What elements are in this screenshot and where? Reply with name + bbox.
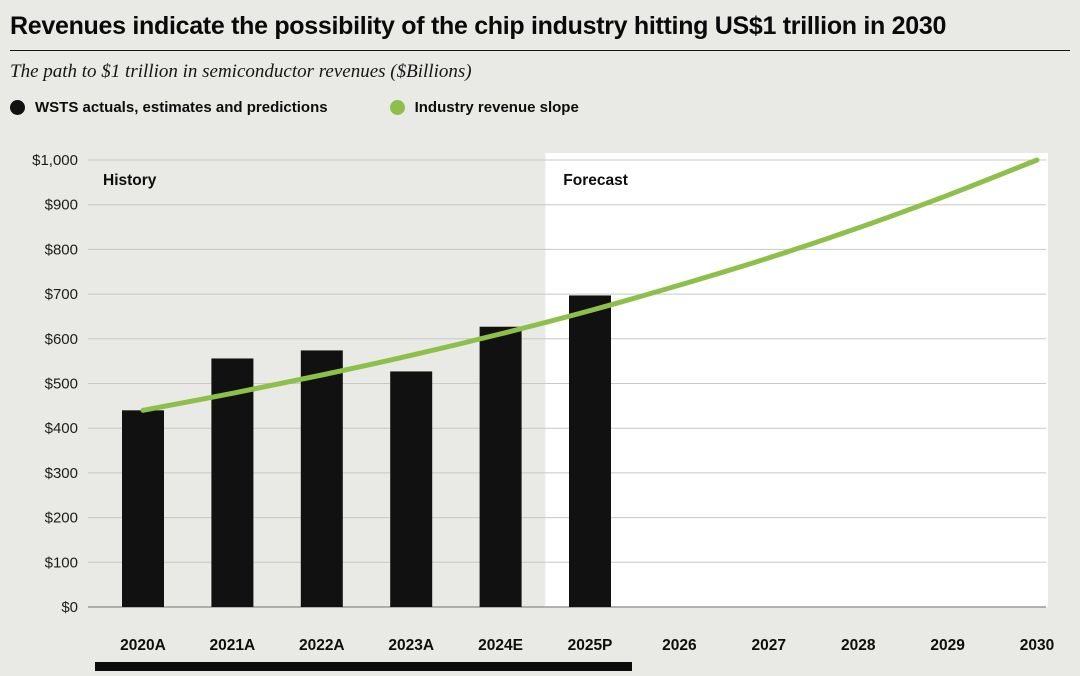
bar-2020A (122, 410, 164, 607)
y-axis-tick-label: $300 (45, 465, 78, 482)
legend-label: WSTS actuals, estimates and predictions (35, 98, 328, 116)
bar-2025P (569, 295, 611, 607)
y-axis-tick-label: $600 (45, 331, 78, 348)
y-axis-tick-label: $500 (45, 376, 78, 393)
title-divider (10, 49, 1070, 51)
x-axis-tick-label: 2023A (388, 637, 434, 654)
x-axis-tick-label: 2027 (752, 637, 786, 654)
page-title: Revenues indicate the possibility of the… (10, 12, 947, 40)
y-axis-tick-label: $400 (45, 420, 78, 437)
revenue-chart-svg: $0 $100 $200 $300 $400 $500 $600 $700 $800 $900 $1… (32, 152, 1054, 671)
forecast-region-background (545, 153, 1048, 607)
bar-2022A (300, 350, 343, 607)
x-axis-tick-label: 2020A (120, 637, 166, 654)
y-axis-tick-label: $800 (45, 241, 78, 258)
y-axis-tick-label: $1,000 (32, 152, 78, 169)
bar-2024E (479, 326, 522, 607)
y-axis-tick-label: $200 (45, 510, 78, 527)
legend-item: Industry revenue slope (389, 98, 579, 116)
cropped-bottom-bar (95, 662, 632, 671)
y-axis-tick-label: $700 (45, 286, 78, 303)
y-axis-tick-label: $900 (45, 197, 78, 214)
x-axis-tick-label: 2024E (478, 637, 523, 654)
industry-revenue-slope-line (140, 157, 1040, 413)
x-axis-tick-label: 2025P (568, 637, 613, 654)
chart-area: $0 $100 $200 $300 $400 $500 $600 $700 $800 $900 $1… (0, 145, 1080, 671)
region-label-forecast: Forecast (563, 172, 628, 189)
bar-2023A (390, 371, 433, 607)
legend-label: Industry revenue slope (414, 98, 579, 116)
legend-item: WSTS actuals, estimates and predictions (10, 99, 328, 116)
x-axis-tick-label: 2022A (299, 637, 345, 654)
y-axis-tick-label: $100 (45, 554, 78, 571)
x-axis-tick-label: 2021A (210, 637, 256, 654)
chart-header: Revenues indicate the possibility of the… (0, 0, 1080, 116)
x-axis-tick-label: 2026 (662, 637, 697, 654)
y-axis-tick-label: $0 (61, 599, 78, 616)
green-dot-icon (389, 99, 405, 115)
bar-2021A (211, 358, 254, 607)
x-axis-tick-label: 2029 (930, 637, 965, 654)
x-axis-tick-label: 2030 (1020, 637, 1054, 654)
region-label-history: History (103, 172, 157, 189)
chart-subtitle: The path to $1 trillion in semiconductor… (10, 60, 472, 82)
black-dot-icon (10, 99, 25, 115)
x-axis-tick-label: 2028 (841, 637, 876, 654)
chart-legend: WSTS actuals, estimates and predictions I… (10, 99, 1070, 116)
